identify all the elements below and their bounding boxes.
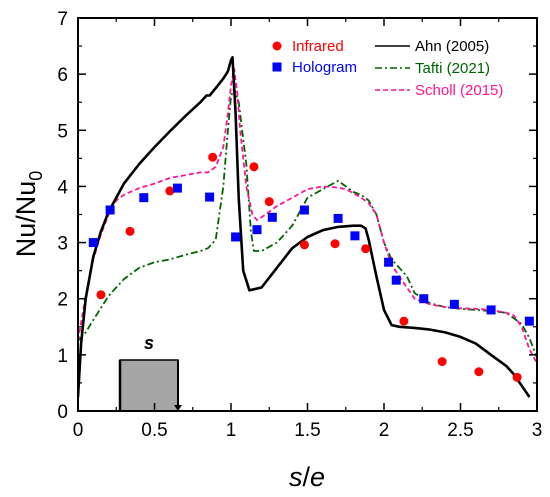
legend-tafti-label: Tafti (2021) <box>415 60 490 77</box>
legend-hologram-label: Hologram <box>292 59 357 76</box>
infrared-point <box>165 186 175 196</box>
x-axis-title-s: s <box>289 462 303 492</box>
hologram-point <box>139 193 149 203</box>
y-tick-label: 1 <box>57 346 68 367</box>
x-tick-label: 0 <box>73 420 84 441</box>
hologram-point <box>267 212 277 222</box>
hologram-point <box>205 192 215 202</box>
hologram-point <box>333 213 343 223</box>
inset-s-label: s <box>144 333 154 353</box>
inset-rib-block <box>119 359 179 412</box>
legend-ahn-label: Ahn (2005) <box>415 38 489 55</box>
infrared-point <box>437 357 447 367</box>
y-tick-label: 6 <box>57 65 68 86</box>
legend-infrared-marker <box>272 41 282 51</box>
series-line-ahn <box>78 56 531 398</box>
hologram-point <box>231 232 241 242</box>
y-tick-label: 2 <box>57 290 68 311</box>
hologram-point <box>391 275 401 285</box>
hologram-point <box>449 299 459 309</box>
infrared-point <box>474 367 484 377</box>
y-tick-label: 4 <box>57 177 68 198</box>
y-axis-title: Nu/Nu0 <box>11 171 46 258</box>
infrared-point <box>399 316 409 326</box>
infrared-point <box>208 152 218 162</box>
legend-infrared-label: Infrared <box>292 38 344 55</box>
x-axis-title-e: e <box>310 462 325 492</box>
y-tick-label: 7 <box>57 9 68 30</box>
inset-diagram: s <box>118 333 182 412</box>
x-tick-label: 1.5 <box>294 420 320 441</box>
y-axis-title-sub: 0 <box>26 171 46 181</box>
legend: Infrared Hologram Ahn (2005) Tafti (2021… <box>272 38 503 99</box>
infrared-point <box>361 244 371 254</box>
infrared-point <box>330 239 340 249</box>
y-tick-label: 0 <box>57 402 68 423</box>
hologram-point <box>486 305 496 315</box>
infrared-point <box>264 197 274 207</box>
inset-arrow-head <box>174 405 182 411</box>
series-layer <box>78 56 537 398</box>
hologram-point <box>172 183 182 193</box>
y-axis-title-main: Nu/Nu <box>11 181 41 258</box>
x-axis-title-slash: / <box>302 462 310 492</box>
x-tick-label: 3 <box>532 420 543 441</box>
x-tick-label: 0.5 <box>141 420 167 441</box>
hologram-point <box>419 294 429 304</box>
infrared-point <box>512 372 522 382</box>
hologram-point <box>524 316 534 326</box>
infrared-point <box>299 240 309 250</box>
hologram-point <box>384 257 394 267</box>
y-tick-label: 3 <box>57 234 68 255</box>
x-axis-title: s/e <box>289 462 325 492</box>
x-tick-label: 2 <box>379 420 390 441</box>
x-tick-label: 1 <box>226 420 237 441</box>
x-tick-label: 2.5 <box>447 420 473 441</box>
infrared-point <box>96 290 106 300</box>
series-line-tafti <box>78 87 537 359</box>
hologram-point <box>252 225 262 235</box>
hologram-point <box>105 205 115 215</box>
hologram-point <box>299 205 309 215</box>
infrared-point <box>249 162 259 172</box>
y-tick-label: 5 <box>57 121 68 142</box>
series-line-scholl <box>78 67 537 364</box>
axes-layer: 0 0.5 1 1.5 2 2.5 3 0 1 2 3 4 5 6 7 <box>57 9 542 441</box>
legend-hologram-marker <box>272 62 282 72</box>
hologram-point <box>88 238 98 248</box>
infrared-point <box>125 226 135 236</box>
legend-scholl-label: Scholl (2015) <box>415 82 503 99</box>
hologram-point <box>350 231 360 241</box>
